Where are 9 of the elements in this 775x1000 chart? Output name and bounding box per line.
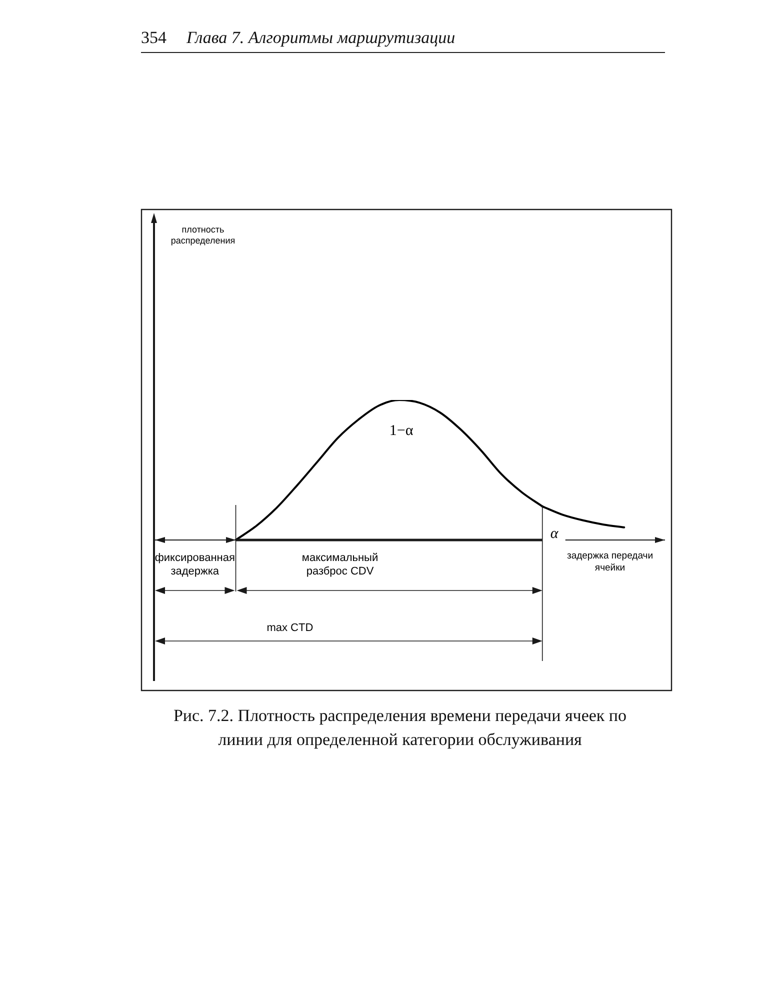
text: max CTD <box>266 622 314 634</box>
text: Рис. 7.2. Плотность распределения времени передачи ячеек по линии для определенной категории обслуживания <box>172 705 628 751</box>
series-label: α <box>550 526 560 542</box>
text: плотность распределения <box>170 224 236 246</box>
text: максимальный разброс CDV <box>302 552 378 578</box>
x-axis-title: задержка передачи ячейки <box>566 550 654 574</box>
text: фиксированная задержка <box>154 552 235 578</box>
text: 354 Глава 7. Алгоритмы маршрутизации <box>141 28 456 47</box>
series-label: 1−α <box>389 422 414 439</box>
